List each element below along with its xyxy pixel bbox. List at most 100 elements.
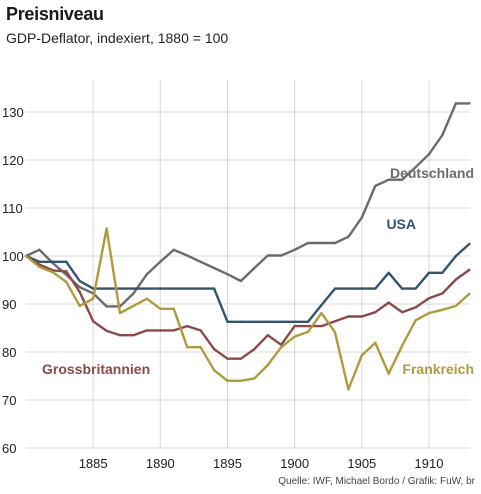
data-point bbox=[145, 273, 149, 276]
grid-lines bbox=[26, 80, 470, 449]
data-point bbox=[145, 297, 149, 300]
x-tick-label: 1895 bbox=[213, 456, 242, 471]
x-axis-ticks: 1885 1890 1895 1900 1905 1910 bbox=[79, 456, 444, 471]
data-point bbox=[320, 311, 323, 315]
data-point bbox=[253, 266, 256, 270]
data-point bbox=[414, 319, 417, 322]
data-point bbox=[347, 287, 350, 290]
data-point bbox=[38, 265, 41, 269]
data-point bbox=[387, 178, 390, 181]
data-point bbox=[105, 305, 108, 308]
data-point bbox=[38, 248, 41, 251]
data-point bbox=[266, 334, 269, 337]
data-point bbox=[226, 357, 229, 360]
data-point bbox=[306, 330, 310, 334]
data-point bbox=[185, 324, 189, 328]
data-point bbox=[253, 347, 256, 351]
data-point bbox=[414, 306, 417, 309]
data-point bbox=[105, 227, 108, 230]
data-point bbox=[185, 346, 189, 349]
data-point bbox=[78, 290, 81, 294]
data-point bbox=[441, 292, 444, 295]
data-point bbox=[293, 320, 296, 323]
data-point bbox=[118, 311, 122, 315]
data-point bbox=[51, 260, 55, 263]
series-line-frankreich bbox=[24, 227, 471, 391]
data-point bbox=[387, 301, 390, 304]
data-point bbox=[333, 287, 337, 290]
y-tick-label: 90 bbox=[2, 297, 16, 312]
x-tick-label: 1885 bbox=[79, 456, 108, 471]
x-tick-label: 1890 bbox=[146, 456, 175, 471]
data-point bbox=[199, 287, 202, 290]
series-label-deutschland: Deutschland bbox=[390, 165, 474, 181]
y-tick-label: 60 bbox=[2, 441, 16, 456]
data-point bbox=[253, 320, 256, 323]
data-point bbox=[132, 287, 135, 290]
x-tick-label: 1900 bbox=[280, 456, 309, 471]
data-point bbox=[118, 287, 122, 290]
y-axis-ticks: 60 70 80 90 100 110 120 130 bbox=[2, 105, 24, 456]
data-point bbox=[374, 310, 377, 314]
data-point bbox=[118, 334, 122, 337]
data-point bbox=[468, 268, 471, 272]
data-point bbox=[226, 273, 229, 276]
data-point bbox=[38, 260, 41, 263]
data-point bbox=[280, 346, 283, 349]
data-point bbox=[320, 303, 323, 307]
series-label-grossbritannien: Grossbritannien bbox=[42, 361, 150, 377]
data-point bbox=[374, 341, 377, 345]
data-point bbox=[320, 324, 323, 328]
data-point bbox=[293, 324, 296, 328]
data-point bbox=[320, 241, 323, 245]
data-point bbox=[293, 248, 296, 251]
data-point bbox=[360, 216, 364, 219]
data-point bbox=[199, 346, 202, 349]
data-point bbox=[172, 307, 175, 310]
data-point bbox=[427, 271, 431, 274]
data-point bbox=[78, 286, 81, 289]
data-point bbox=[226, 379, 229, 382]
y-tick-label: 70 bbox=[2, 393, 16, 408]
data-point bbox=[239, 320, 243, 323]
data-point bbox=[360, 315, 364, 318]
data-point bbox=[427, 297, 431, 300]
data-point bbox=[333, 241, 337, 245]
x-tick-label: 1910 bbox=[415, 456, 444, 471]
data-point bbox=[400, 310, 404, 314]
data-point bbox=[172, 287, 175, 290]
y-tick-label: 100 bbox=[2, 249, 24, 264]
data-point bbox=[454, 102, 458, 105]
y-tick-label: 120 bbox=[2, 153, 24, 168]
data-point bbox=[253, 377, 256, 380]
data-point bbox=[132, 334, 135, 337]
series-line-usa bbox=[24, 242, 471, 323]
data-point bbox=[65, 270, 68, 273]
data-point bbox=[427, 311, 431, 315]
chart-subtitle: GDP-Deflator, indexiert, 1880 = 100 bbox=[6, 30, 229, 46]
data-point bbox=[91, 320, 95, 323]
data-point bbox=[387, 372, 390, 375]
data-point bbox=[132, 292, 135, 295]
data-point bbox=[293, 335, 296, 338]
data-point bbox=[400, 344, 404, 347]
data-point bbox=[145, 329, 149, 332]
data-point bbox=[199, 260, 202, 263]
series-labels: Deutschland USA Grossbritannien Frankreich bbox=[42, 165, 474, 377]
data-point bbox=[212, 266, 216, 270]
data-point bbox=[172, 329, 175, 332]
data-point bbox=[441, 308, 444, 311]
series-label-usa: USA bbox=[386, 216, 416, 232]
data-point bbox=[333, 320, 337, 323]
series-line-grossbritannien bbox=[24, 254, 471, 360]
data-point bbox=[51, 271, 55, 274]
data-point bbox=[414, 287, 417, 290]
data-point bbox=[441, 133, 444, 137]
data-point bbox=[347, 235, 350, 238]
data-point bbox=[468, 242, 471, 246]
series-lines bbox=[24, 102, 471, 391]
data-point bbox=[212, 369, 216, 372]
data-point bbox=[91, 287, 95, 290]
chart-title: Preisniveau bbox=[6, 4, 104, 24]
